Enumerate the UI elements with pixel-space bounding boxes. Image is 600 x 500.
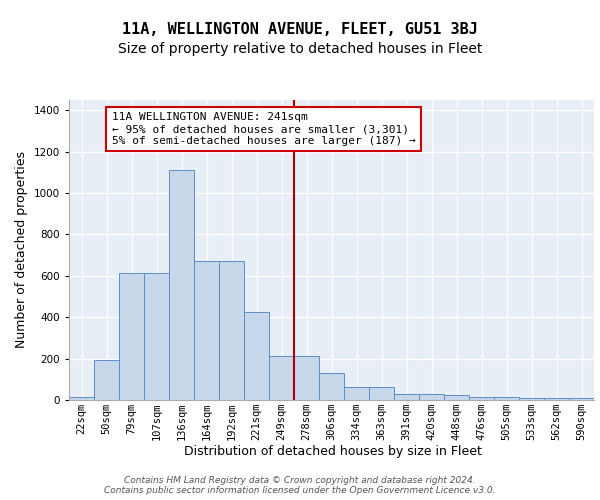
Bar: [69, 397, 94, 400]
Bar: [369, 386, 394, 400]
Bar: [519, 398, 544, 400]
Bar: [344, 386, 369, 400]
Text: Distribution of detached houses by size in Fleet: Distribution of detached houses by size …: [184, 444, 482, 458]
Bar: [544, 398, 569, 400]
Text: Contains HM Land Registry data © Crown copyright and database right 2024.
Contai: Contains HM Land Registry data © Crown c…: [104, 476, 496, 495]
Bar: [494, 397, 519, 400]
Bar: [294, 356, 319, 400]
Bar: [219, 262, 244, 400]
Bar: [444, 395, 469, 400]
Bar: [144, 273, 169, 400]
Bar: [569, 398, 594, 400]
Bar: [419, 394, 444, 400]
Bar: [94, 360, 119, 400]
Bar: [394, 394, 419, 400]
Y-axis label: Number of detached properties: Number of detached properties: [15, 152, 28, 348]
Bar: [244, 312, 269, 400]
Text: 11A WELLINGTON AVENUE: 241sqm
← 95% of detached houses are smaller (3,301)
5% of: 11A WELLINGTON AVENUE: 241sqm ← 95% of d…: [112, 112, 415, 146]
Bar: [169, 170, 194, 400]
Bar: [119, 273, 144, 400]
Bar: [319, 373, 344, 400]
Text: 11A, WELLINGTON AVENUE, FLEET, GU51 3BJ: 11A, WELLINGTON AVENUE, FLEET, GU51 3BJ: [122, 22, 478, 38]
Bar: [469, 397, 494, 400]
Bar: [194, 262, 219, 400]
Bar: [269, 356, 294, 400]
Text: Size of property relative to detached houses in Fleet: Size of property relative to detached ho…: [118, 42, 482, 56]
